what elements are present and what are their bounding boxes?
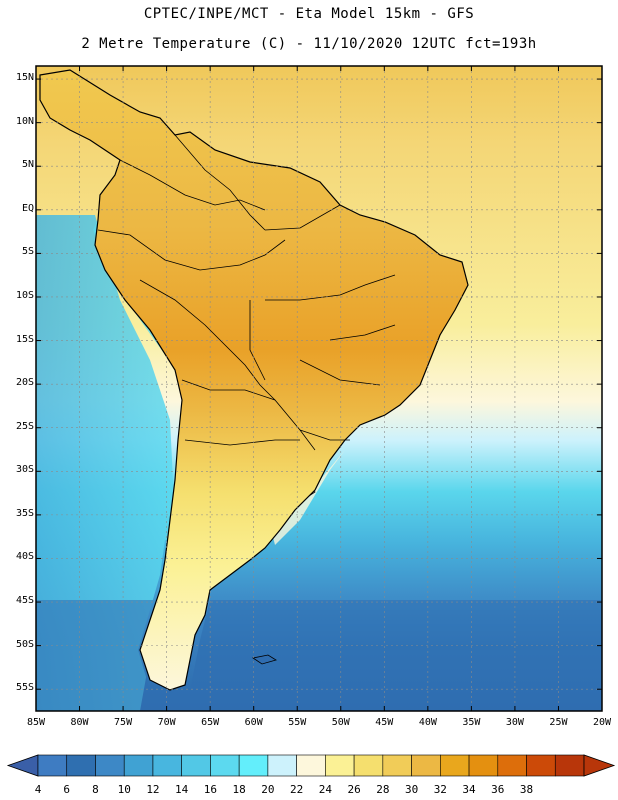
lat-label: 50S: [15, 638, 34, 650]
colorbar-swatch: [353, 754, 384, 777]
colorbar-label: 6: [63, 783, 71, 796]
axis-ticks: [35, 66, 603, 711]
lon-label: 80W: [70, 717, 89, 728]
map-frame: [35, 65, 603, 712]
colorbar-swatch: [468, 754, 499, 777]
colorbar-label: 8: [92, 783, 99, 796]
colorbar-label: 38: [519, 783, 534, 796]
grid-lines: [36, 66, 602, 711]
colorbar-swatch: [37, 754, 68, 777]
colorbar-swatch: [554, 754, 585, 777]
lat-label: 25S: [15, 420, 34, 432]
colorbar-label: 32: [433, 783, 447, 796]
colorbar-label: 12: [146, 783, 160, 796]
lat-label: 10S: [15, 289, 34, 301]
colorbar: [6, 754, 616, 777]
colorbar-label: 4: [34, 783, 42, 796]
colorbar-swatch: [123, 754, 154, 777]
colorbar-label: 26: [347, 783, 361, 796]
colorbar-swatch: [267, 754, 297, 777]
colorbar-swatch: [440, 754, 470, 777]
pacific-cool-band: [36, 215, 175, 711]
lon-label: 70W: [157, 717, 176, 728]
colorbar-label: 20: [261, 783, 275, 796]
colorbar-swatch: [296, 754, 326, 777]
lat-label: 40S: [15, 551, 34, 563]
colorbar-swatch: [152, 754, 182, 777]
lat-label: 55S: [15, 682, 34, 694]
lon-label: 55W: [288, 717, 307, 728]
lat-label: 45S: [15, 595, 34, 607]
lat-label: 15S: [15, 333, 34, 345]
colorbar-label: 22: [290, 783, 304, 796]
lon-label: 35W: [462, 717, 481, 728]
colorbar-swatch: [526, 754, 556, 777]
chart-title-line1: CPTEC/INPE/MCT - Eta Model 15km - GFS: [143, 6, 475, 22]
colorbar-label: 10: [117, 783, 131, 796]
colorbar-swatch: [210, 754, 240, 777]
lon-label: 30W: [505, 717, 524, 728]
lat-label: 20S: [15, 377, 34, 389]
lon-label: 20W: [592, 717, 612, 728]
lat-label: 5N: [21, 159, 34, 171]
lon-label: 40W: [418, 717, 437, 728]
lat-label: 10N: [15, 115, 34, 127]
lon-label: 85W: [26, 717, 46, 728]
falkland-islands: [251, 654, 277, 665]
colorbar-label: 18: [232, 783, 246, 796]
colorbar-swatch: [181, 754, 211, 777]
colorbar-swatch: [497, 754, 527, 777]
colorbar-label: 34: [462, 783, 476, 796]
lat-label: 35S: [15, 507, 34, 519]
colorbar-swatch: [66, 754, 96, 777]
colorbar-swatch: [325, 754, 355, 777]
colorbar-label: 28: [376, 783, 390, 796]
lon-label: 60W: [244, 717, 263, 728]
lon-label: 65W: [201, 717, 220, 728]
lat-label: 15N: [15, 72, 34, 84]
colorbar-label: 24: [318, 783, 332, 796]
lon-label: 75W: [114, 717, 133, 728]
southern-ocean: [36, 600, 602, 711]
colorbar-swatch: [382, 754, 412, 777]
colorbar-label: 36: [491, 783, 505, 796]
lat-label: EQ: [21, 202, 34, 214]
colorbar-swatch: [411, 754, 441, 777]
colorbar-low-arrow: [6, 754, 39, 777]
lon-label: 50W: [331, 717, 350, 728]
lon-label: 45W: [375, 717, 394, 728]
colorbar-label: 14: [175, 783, 189, 796]
country-borders: [97, 134, 396, 451]
lon-label: 25W: [549, 717, 568, 728]
lat-label: 30S: [15, 464, 34, 476]
colorbar-swatch: [238, 754, 269, 777]
colorbar-high-arrow: [583, 754, 616, 777]
lat-label: 5S: [21, 246, 34, 258]
chart-title-line2: 2 Metre Temperature (C) - 11/10/2020 12U…: [81, 36, 537, 52]
colorbar-label: 30: [404, 783, 419, 796]
colorbar-swatch: [95, 754, 125, 777]
colorbar-label: 16: [203, 783, 218, 796]
